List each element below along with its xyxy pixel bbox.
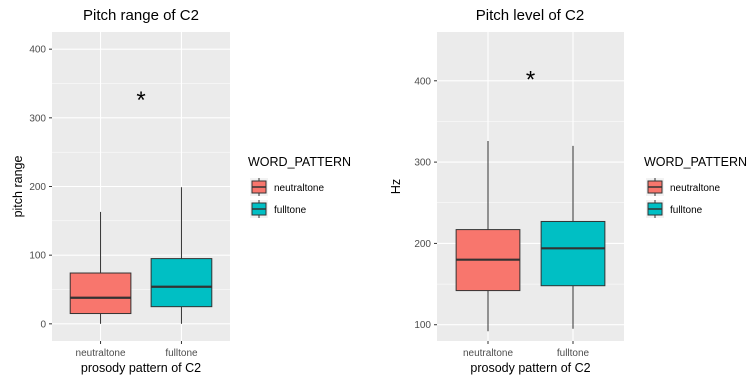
y-tick-label: 200 <box>414 239 431 250</box>
y-axis-label: pitch range <box>11 156 25 218</box>
chart-1: 0 100 200 300 400 neutraltone fulltone * Pitch r… <box>11 7 351 375</box>
legend-item-label: neutraltone <box>670 183 720 194</box>
x-tick-label: fulltone <box>165 348 198 359</box>
box-body <box>69 272 132 315</box>
box-body <box>540 220 606 287</box>
chart-2: 100 200 300 400 neutraltone fulltone * Pitch le… <box>389 7 747 375</box>
y-tick-label: 300 <box>29 113 46 124</box>
chart-title: Pitch level of C2 <box>476 7 584 24</box>
y-tick-label: 300 <box>414 158 431 169</box>
y-tick-label: 200 <box>29 182 46 193</box>
box-body <box>150 258 213 308</box>
significance-marker: * <box>526 67 535 94</box>
legend: WORD_PATTERN neutraltone fulltone <box>644 155 747 218</box>
box-fulltone <box>150 187 213 324</box>
legend-item-label: neutraltone <box>274 183 324 194</box>
x-axis-label: prosody pattern of C2 <box>470 361 590 375</box>
y-tick-label: 400 <box>29 45 46 56</box>
x-tick-label: neutraltone <box>76 348 126 359</box>
y-axis-label: Hz <box>389 179 403 194</box>
x-tick-label: neutraltone <box>463 348 513 359</box>
y-tick-label: 400 <box>414 76 431 87</box>
chart-title: Pitch range of C2 <box>83 7 199 24</box>
legend-title: WORD_PATTERN <box>248 155 351 169</box>
x-tick-label: fulltone <box>557 348 590 359</box>
y-tick-label: 0 <box>40 319 46 330</box>
significance-marker: * <box>136 87 145 114</box>
y-tick-label: 100 <box>29 251 46 262</box>
legend-item-label: fulltone <box>274 205 307 216</box>
legend-item-label: fulltone <box>670 205 703 216</box>
legend: WORD_PATTERN neutraltone fulltone <box>248 155 351 218</box>
legend-title: WORD_PATTERN <box>644 155 747 169</box>
x-axis-label: prosody pattern of C2 <box>81 361 201 375</box>
box-neutraltone <box>69 211 132 324</box>
y-tick-label: 100 <box>414 320 431 331</box>
box-neutraltone <box>455 140 521 332</box>
box-fulltone <box>540 145 606 329</box>
